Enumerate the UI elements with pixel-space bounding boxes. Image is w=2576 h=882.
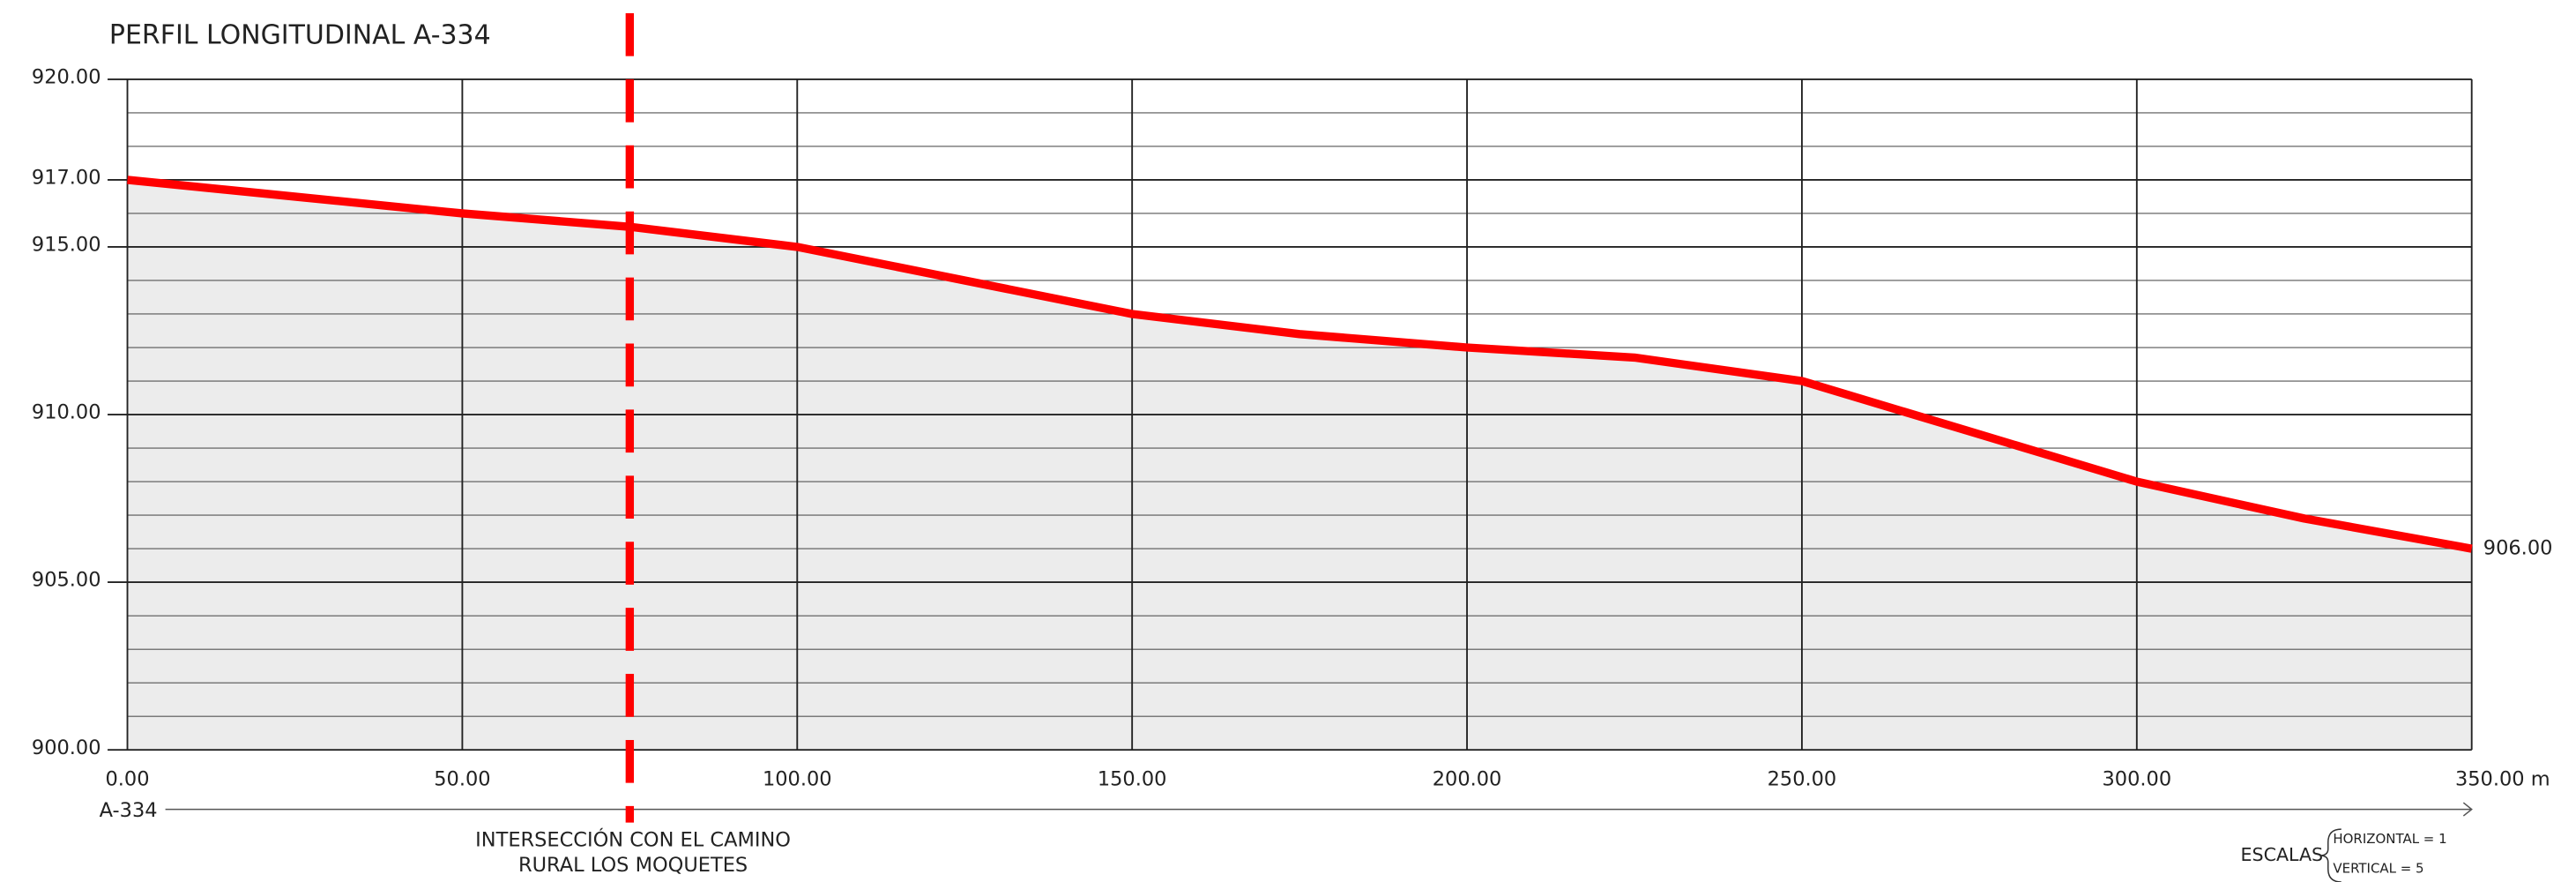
scales-title: ESCALAS	[2241, 844, 2324, 865]
annotation-text: RURAL LOS MOQUETES	[518, 854, 748, 877]
y-tick-label: 920.00	[32, 66, 101, 89]
y-tick-label: 910.00	[32, 401, 101, 424]
y-tick-label: 917.00	[32, 167, 101, 190]
x-tick-label: 350.00 m	[2455, 767, 2550, 790]
profile-line	[127, 176, 2473, 553]
y-tick-label: 915.00	[32, 234, 101, 257]
area-fill	[127, 179, 2472, 751]
annotation-text: INTERSECCIÓN CON EL CAMINO	[475, 827, 791, 852]
y-tick-label: 905.00	[32, 569, 101, 592]
x-tick-label: 150.00	[1098, 767, 1167, 790]
road-axis-arrow	[2462, 802, 2473, 817]
chart-title: PERFIL LONGITUDINAL A-334	[109, 20, 491, 51]
road-axis-label: A-334	[100, 799, 158, 822]
end-value-label: 906.00	[2483, 537, 2553, 560]
scale-vertical: VERTICAL = 5	[2333, 861, 2423, 877]
x-tick-label: 300.00	[2103, 767, 2172, 790]
scale-horizontal: HORIZONTAL = 1	[2333, 831, 2446, 847]
x-tick-label: 200.00	[1433, 767, 1502, 790]
x-tick-label: 0.00	[106, 767, 150, 790]
x-tick-label: 100.00	[763, 767, 832, 790]
x-tick-label: 50.00	[434, 767, 490, 790]
x-tick-label: 250.00	[1768, 767, 1837, 790]
y-tick-label: 900.00	[32, 736, 101, 759]
